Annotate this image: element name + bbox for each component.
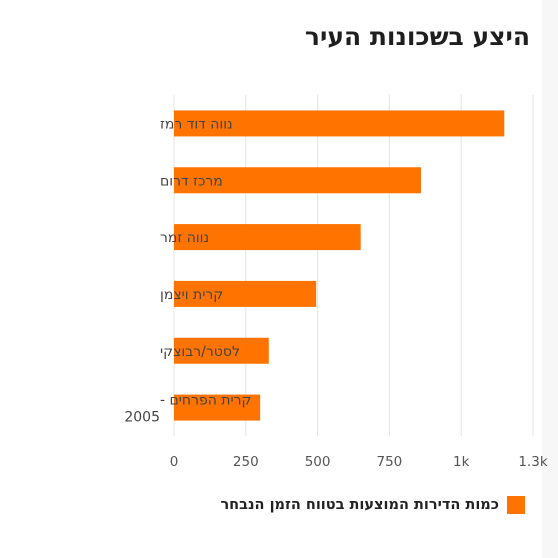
category-labels: נווה דוד רמז מרכז דרום נווה זמר קרית ויצמן ל…: [124, 116, 251, 425]
bar: [174, 224, 361, 251]
x-tick-label: 1k: [453, 454, 470, 470]
bar: [174, 110, 505, 137]
bar: [174, 280, 317, 307]
legend-label: כמות הדירות המוצעות בטווח הזמן הנבחר: [220, 497, 499, 513]
chart-title: היצע בשכונות העיר: [304, 22, 530, 51]
category-label: לסטר/רבוצקי: [160, 344, 240, 360]
legend: כמות הדירות המוצעות בטווח הזמן הנבחר: [220, 496, 525, 514]
bars: [174, 110, 505, 421]
bar-chart: נווה דוד רמז מרכז דרום נווה זמר קרית ויצמן ל…: [124, 95, 548, 470]
category-label: נווה זמר: [160, 230, 209, 246]
x-tick-labels: 0 250 500 750 1k 1.3k: [170, 454, 548, 470]
category-label: קרית הפרחים -2005: [124, 393, 251, 426]
category-label: מרכז דרום: [160, 173, 223, 189]
bar: [174, 167, 421, 194]
x-tick-label: 250: [233, 454, 259, 470]
grid-lines: [173, 95, 534, 436]
bar: [174, 337, 269, 364]
x-tick-label: 500: [305, 454, 331, 470]
x-tick-label: 1.3k: [518, 454, 547, 470]
x-tick-label: 750: [377, 454, 403, 470]
category-label: נווה דוד רמז: [160, 116, 233, 132]
bar: [174, 394, 261, 421]
x-tick-label: 0: [170, 454, 179, 470]
category-label: קרית ויצמן: [160, 287, 223, 303]
legend-swatch: [507, 496, 525, 514]
page-edge-strip: [542, 0, 558, 558]
